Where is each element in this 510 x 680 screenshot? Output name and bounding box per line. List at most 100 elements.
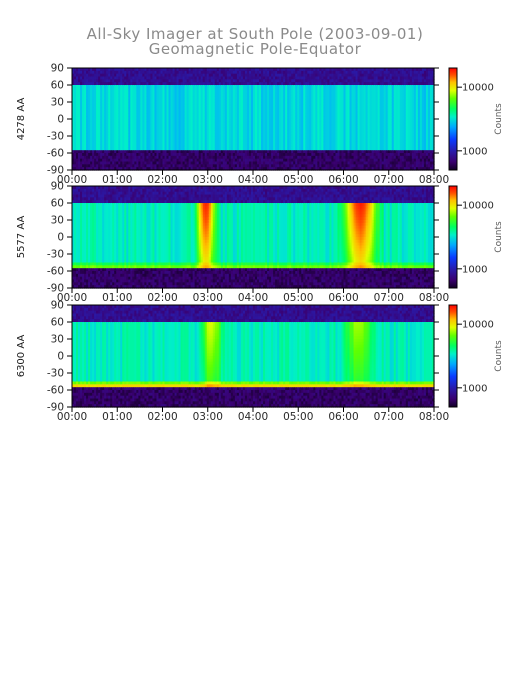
heatmap-cell bbox=[102, 133, 105, 137]
heatmap-cell bbox=[102, 153, 105, 157]
heatmap-cell bbox=[78, 150, 81, 154]
heatmap-cell bbox=[102, 93, 105, 97]
heatmap-cell bbox=[80, 116, 83, 120]
heatmap-cell bbox=[90, 136, 93, 140]
heatmap-cell bbox=[74, 127, 77, 131]
heatmap-cell bbox=[92, 130, 95, 134]
heatmap-cell bbox=[74, 90, 77, 95]
heatmap-cell bbox=[74, 164, 77, 168]
heatmap-cell bbox=[94, 147, 97, 151]
heatmap-cell bbox=[92, 116, 95, 120]
heatmap-cell bbox=[90, 68, 93, 72]
heatmap-cell bbox=[80, 104, 83, 109]
heatmap-cell bbox=[88, 161, 91, 165]
heatmap-cell bbox=[82, 70, 85, 75]
heatmap-cell bbox=[82, 147, 85, 151]
heatmap-cell bbox=[94, 155, 97, 160]
heatmap-cell bbox=[86, 110, 89, 114]
heatmap-cell bbox=[96, 153, 99, 157]
heatmap-cell bbox=[104, 124, 107, 129]
heatmap-cell bbox=[94, 133, 97, 137]
heatmap-cell bbox=[96, 110, 99, 114]
heatmap-cell bbox=[102, 90, 105, 95]
heatmap-cell bbox=[90, 90, 93, 95]
heatmap-cell bbox=[80, 150, 83, 154]
heatmap-cell bbox=[76, 153, 79, 157]
heatmap-cell bbox=[96, 79, 99, 83]
heatmap-cell bbox=[86, 90, 89, 95]
chart-title-line1: All-Sky Imager at South Pole (2003-09-01… bbox=[87, 25, 424, 43]
heatmap-cell bbox=[88, 119, 91, 123]
heatmap-cell bbox=[74, 70, 77, 75]
heatmap-cell bbox=[100, 87, 103, 92]
heatmap-cell bbox=[100, 82, 103, 86]
heatmap-cell bbox=[72, 150, 75, 154]
heatmap-cell bbox=[74, 104, 77, 109]
heatmap-cell bbox=[78, 99, 81, 103]
heatmap-cell bbox=[86, 138, 89, 143]
heatmap-cell bbox=[76, 70, 79, 75]
heatmap-cell bbox=[84, 138, 87, 143]
heatmap-cell bbox=[74, 121, 77, 126]
heatmap-cell bbox=[104, 138, 107, 143]
heatmap-cell bbox=[96, 138, 99, 143]
heatmap-cell bbox=[90, 76, 93, 80]
heatmap-cell bbox=[104, 144, 107, 148]
heatmap-cell bbox=[84, 116, 87, 120]
heatmap-cell bbox=[106, 144, 109, 148]
heatmap-cell bbox=[80, 155, 83, 160]
heatmap-cell bbox=[90, 127, 93, 131]
heatmap-cell bbox=[98, 130, 101, 134]
heatmap-cell bbox=[80, 90, 83, 95]
heatmap-cell bbox=[84, 110, 87, 114]
heatmap-cell bbox=[102, 150, 105, 154]
heatmap-cell bbox=[74, 150, 77, 154]
heatmap-cell bbox=[86, 96, 89, 100]
heatmap-cell bbox=[96, 104, 99, 109]
heatmap-cell bbox=[74, 124, 77, 129]
heatmap-cell bbox=[84, 87, 87, 92]
heatmap-cell bbox=[82, 99, 85, 103]
heatmap-cell bbox=[72, 124, 75, 129]
heatmap-cell bbox=[104, 82, 107, 86]
heatmap-cell bbox=[106, 73, 109, 78]
heatmap-cell bbox=[106, 90, 109, 95]
heatmap-cell bbox=[94, 158, 97, 163]
heatmap-cell bbox=[92, 121, 95, 126]
heatmap-cell bbox=[82, 110, 85, 114]
heatmap-cell bbox=[82, 121, 85, 126]
heatmap-cell bbox=[80, 133, 83, 137]
heatmap-cell bbox=[92, 119, 95, 123]
heatmap-cell bbox=[96, 127, 99, 131]
heatmap-cell bbox=[80, 141, 83, 146]
heatmap-cell bbox=[102, 124, 105, 129]
heatmap-cell bbox=[106, 93, 109, 97]
heatmap-cell bbox=[96, 167, 99, 171]
heatmap-cell bbox=[102, 102, 105, 106]
heatmap-cell bbox=[96, 76, 99, 80]
heatmap-cell bbox=[106, 96, 109, 100]
heatmap-cell bbox=[98, 167, 101, 171]
heatmap-cell bbox=[104, 90, 107, 95]
heatmap-cell bbox=[108, 68, 111, 72]
heatmap-cell bbox=[104, 73, 107, 78]
heatmap-cell bbox=[104, 158, 107, 163]
heatmap-cell bbox=[88, 167, 91, 171]
heatmap-cell bbox=[96, 93, 99, 97]
heatmap-cell bbox=[86, 161, 89, 165]
heatmap-cell bbox=[78, 93, 81, 97]
heatmap-cell bbox=[96, 70, 99, 75]
panel-4278-heatmap bbox=[72, 68, 435, 171]
heatmap-cell bbox=[96, 90, 99, 95]
heatmap-cell bbox=[88, 116, 91, 120]
heatmap-cell bbox=[96, 68, 99, 72]
heatmap-cell bbox=[72, 167, 75, 171]
heatmap-cell bbox=[82, 158, 85, 163]
heatmap-cell bbox=[106, 102, 109, 106]
heatmap-cell bbox=[78, 107, 81, 112]
heatmap-cell bbox=[80, 113, 83, 117]
heatmap-cell bbox=[76, 68, 79, 72]
heatmap-cell bbox=[98, 164, 101, 168]
heatmap-cell bbox=[90, 133, 93, 137]
heatmap-cell bbox=[94, 85, 97, 89]
